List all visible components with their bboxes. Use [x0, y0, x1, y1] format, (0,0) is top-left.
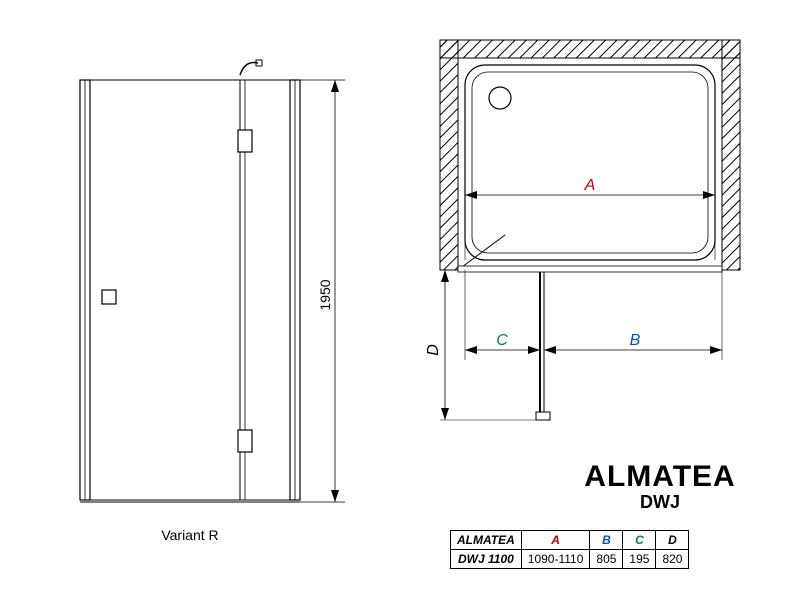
diagram-container: 1950 Variant R A B C — [0, 0, 800, 600]
title-line2: DWJ — [560, 492, 760, 513]
dim-c-label: C — [496, 332, 508, 349]
dim-b-label: B — [630, 332, 641, 349]
th-model: ALMATEA — [451, 531, 522, 550]
plan-drawing: A B C D — [410, 20, 770, 460]
title-line1: ALMATEA — [560, 460, 760, 494]
th-c: C — [623, 531, 656, 550]
variant-label: Variant R — [161, 527, 218, 543]
th-b: B — [590, 531, 623, 550]
td-model: DWJ 1100 — [451, 550, 522, 569]
dim-d-label: D — [425, 344, 442, 356]
th-d: D — [656, 531, 689, 550]
th-a: A — [521, 531, 590, 550]
td-c: 195 — [623, 550, 656, 569]
product-title-block: ALMATEA DWJ — [560, 460, 760, 513]
td-d: 820 — [656, 550, 689, 569]
dimensions-table: ALMATEA A B C D DWJ 1100 1090-1110 805 1… — [450, 530, 689, 569]
height-dimension: 1950 — [317, 279, 333, 310]
dim-a-label: A — [584, 177, 596, 194]
td-b: 805 — [590, 550, 623, 569]
elevation-drawing: 1950 Variant R — [40, 20, 400, 580]
td-a: 1090-1110 — [521, 550, 590, 569]
